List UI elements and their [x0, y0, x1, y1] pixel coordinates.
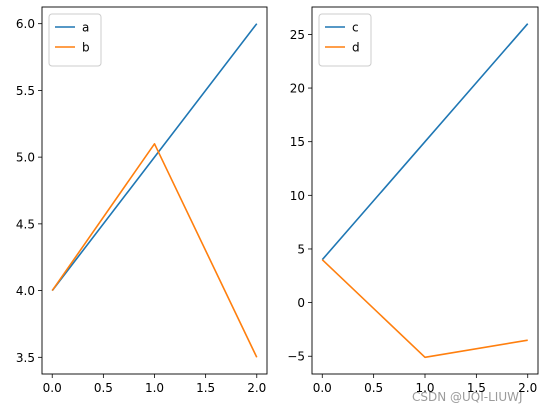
- series-line-c: [321, 23, 529, 261]
- y-tick-label: 5.5: [16, 84, 35, 98]
- y-tick-label: −5: [287, 350, 305, 364]
- x-tick-label: 1.0: [145, 381, 164, 395]
- x-tick-label: 0.0: [43, 381, 62, 395]
- series-line-d: [321, 259, 528, 359]
- x-tick-label: 1.5: [196, 381, 215, 395]
- series-line-a: [51, 23, 258, 292]
- y-tick-label: 0: [297, 296, 305, 310]
- legend-label-c: c: [352, 21, 359, 35]
- watermark-text: CSDN @UQI-LIUWJ: [412, 390, 523, 404]
- right-subplot: 0.0 0.5 1.0 1.5 2.0 −5 0 5 10 15 20 25 cd: [287, 6, 539, 395]
- legend-box: [48, 13, 102, 67]
- legend-label-a: a: [82, 21, 89, 35]
- legend-box: [318, 13, 372, 67]
- y-tick-label: 5: [297, 242, 305, 256]
- left-subplot: 0.0 0.5 1.0 1.5 2.0 3.5 4.0 4.5 5.0 5.5 6.0 ab: [16, 6, 268, 395]
- y-tick-label: 5.0: [16, 151, 35, 165]
- y-tick-label: 10: [290, 189, 305, 203]
- y-tick-label: 3.5: [16, 351, 35, 365]
- y-tick-label: 6.0: [16, 17, 35, 31]
- y-tick-label: 15: [290, 135, 305, 149]
- x-tick-label: 1.0: [415, 381, 434, 395]
- x-tick-label: 1.5: [467, 381, 486, 395]
- y-tick-label: 4.0: [16, 284, 35, 298]
- x-tick-label: 0.5: [364, 381, 383, 395]
- y-tick-label: 4.5: [16, 217, 35, 231]
- y-tick-label: 25: [290, 28, 305, 42]
- legend-label-d: d: [352, 41, 360, 55]
- y-tick-label: 20: [290, 82, 305, 96]
- x-tick-label: 0.0: [313, 381, 332, 395]
- x-tick-label: 2.0: [247, 381, 266, 395]
- series-line-b: [51, 142, 258, 358]
- legend-label-b: b: [82, 41, 90, 55]
- x-tick-label: 2.0: [518, 381, 537, 395]
- x-tick-label: 0.5: [94, 381, 113, 395]
